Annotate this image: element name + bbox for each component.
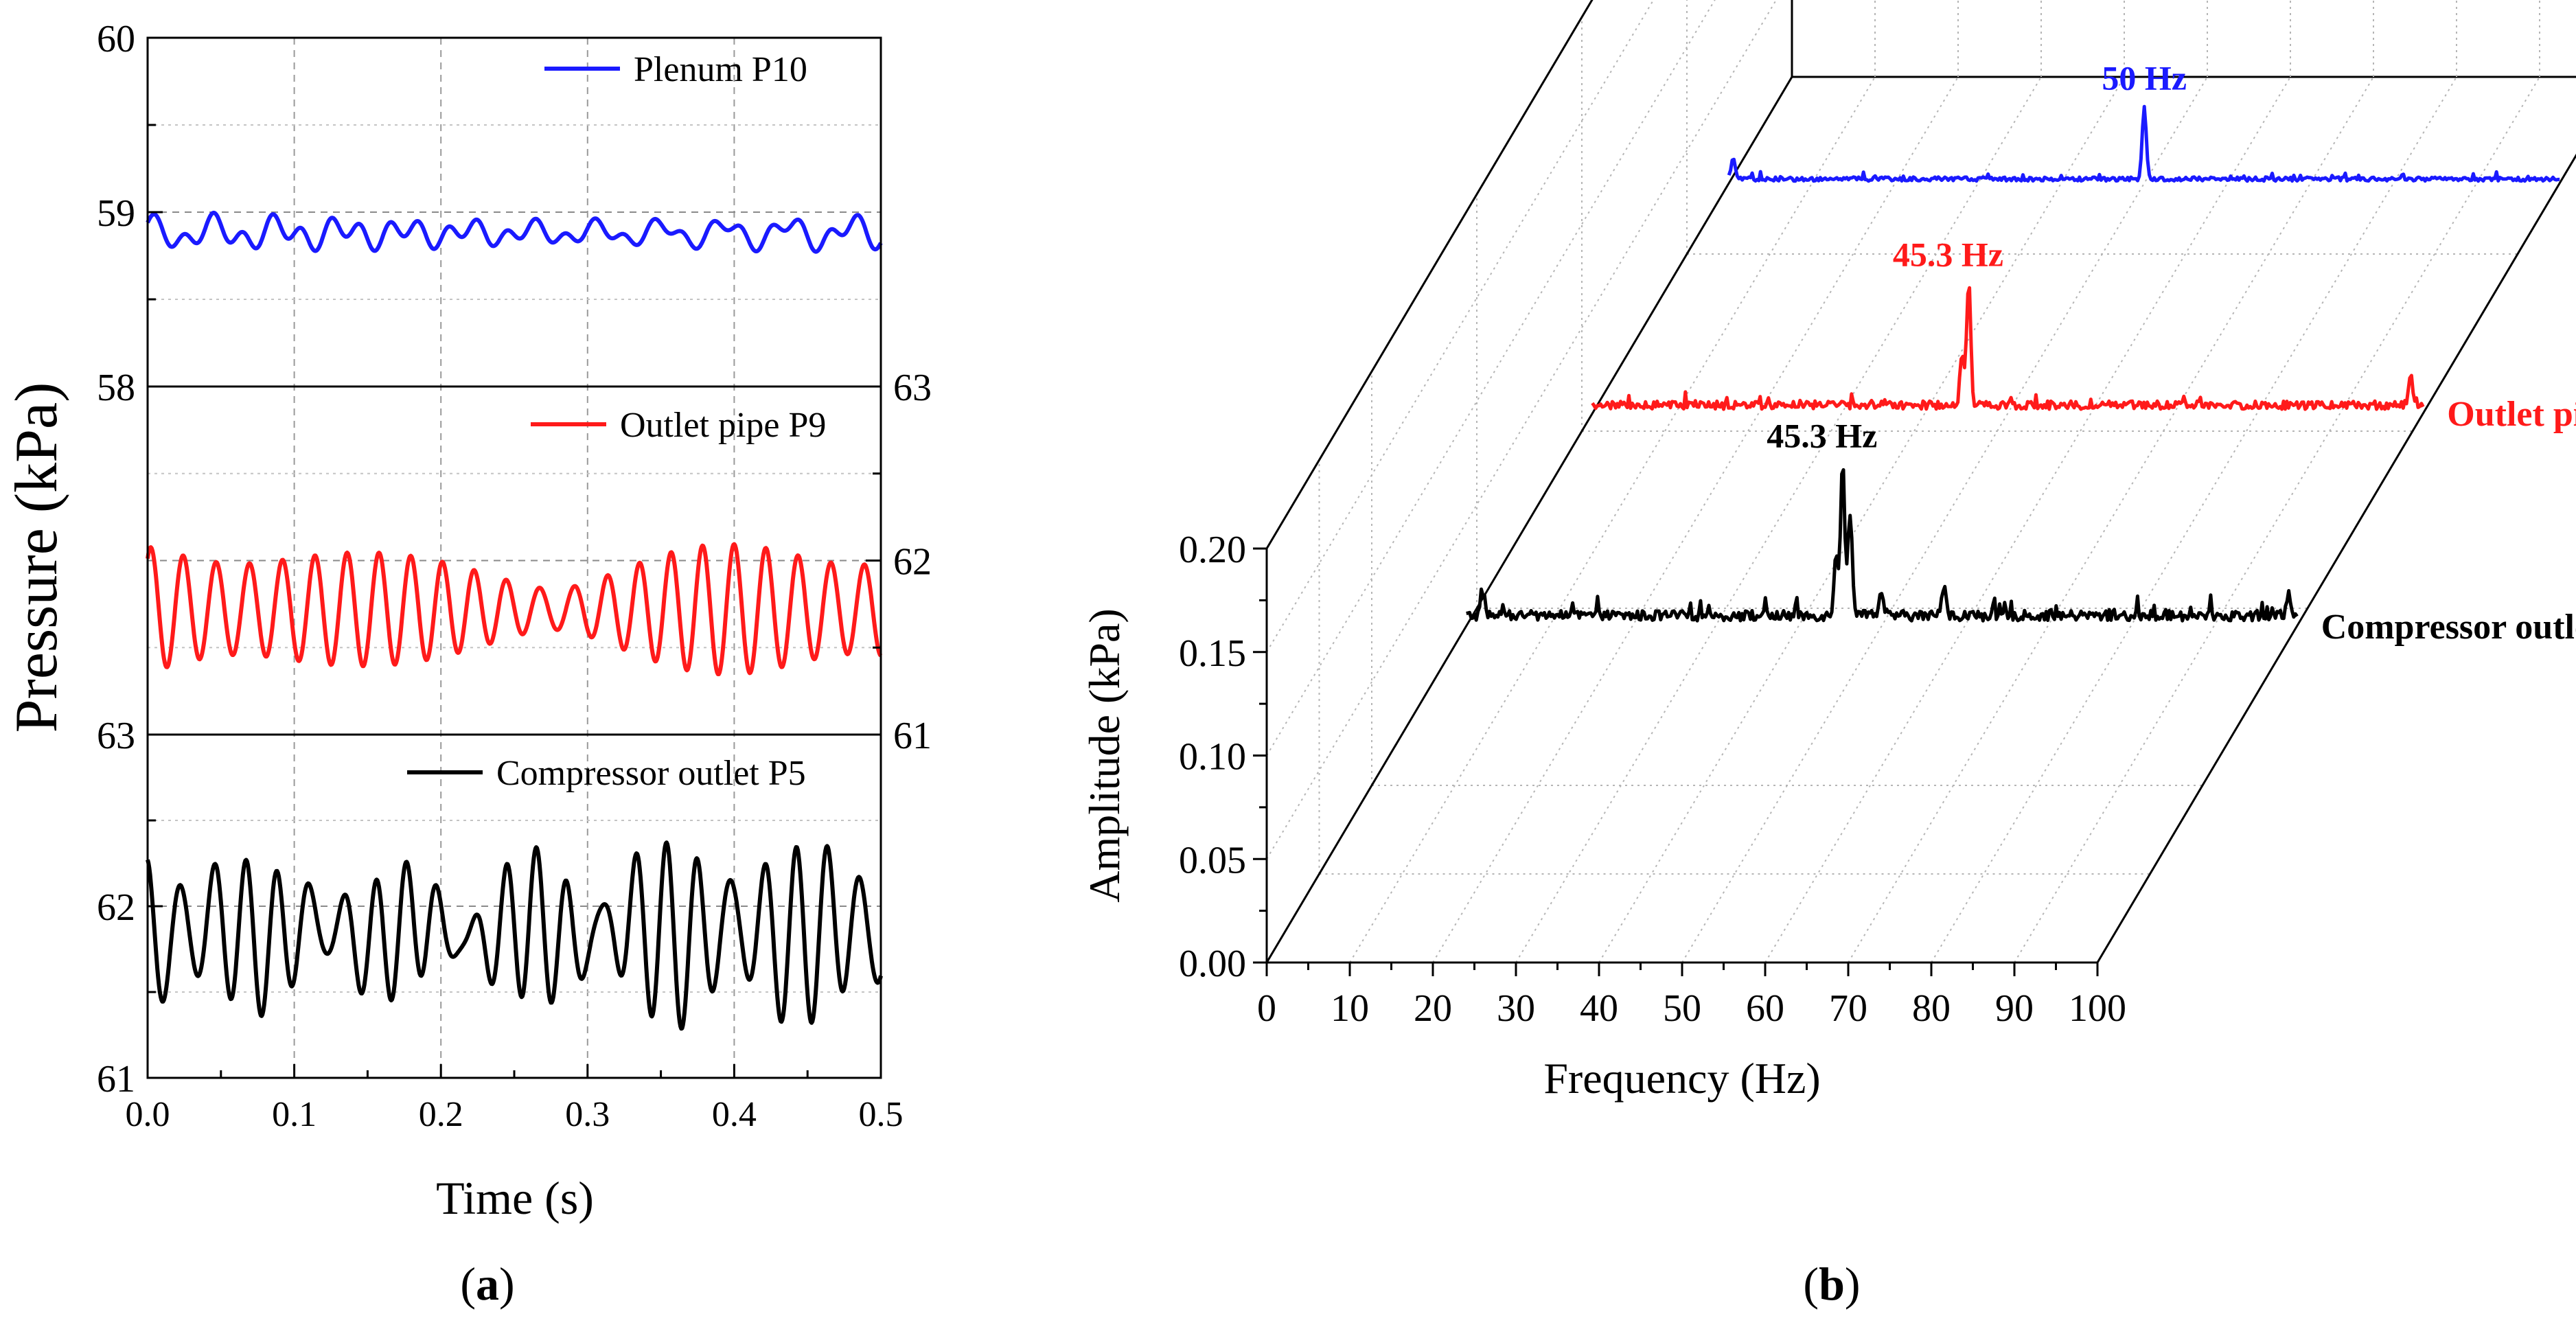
panel-label-letter: b — [1819, 1258, 1845, 1310]
series-line — [146, 210, 883, 254]
x-tick-label: 0.0 — [126, 1095, 170, 1134]
floor-gridline — [1764, 76, 2291, 963]
panel-label-paren-open: ( — [1803, 1258, 1819, 1310]
x-tick-label: 40 — [1580, 987, 1618, 1030]
y-tick-label: 60 — [97, 18, 135, 60]
floor-gridline — [1515, 76, 2042, 963]
spectrum-line — [1591, 286, 2425, 411]
x-tick-label: 0.1 — [272, 1095, 317, 1134]
panel-label: (a) — [460, 1258, 514, 1310]
y-tick-label: 58 — [97, 367, 135, 409]
legend-label: Outlet pipe P9 — [620, 406, 826, 445]
spectrum-line — [1466, 468, 2299, 623]
spectrum-1: 45.3 Hz Compressor outlet P5 — [1466, 417, 2576, 647]
floor-gridline — [2014, 76, 2540, 963]
floor-gridline — [1598, 76, 2125, 963]
y-tick-label: 63 — [893, 367, 932, 409]
series-line — [146, 542, 883, 676]
x-tick-label: 60 — [1746, 987, 1784, 1030]
y-tick-label: 0.05 — [1179, 839, 1246, 882]
x-tick-label: 0 — [1257, 987, 1276, 1030]
wall-gridline — [1266, 0, 1655, 653]
floor-gridline — [1432, 76, 1959, 963]
peak-label: 50 Hz — [2102, 58, 2187, 97]
y-tick-label: 0.15 — [1179, 632, 1246, 675]
y-tick-label: 62 — [97, 886, 135, 929]
panel-label-paren-close: ) — [499, 1258, 515, 1310]
x-tick-label: 50 — [1663, 987, 1701, 1030]
x-tick-label: 100 — [2069, 987, 2126, 1030]
series-label: Outlet pipe P9 — [2447, 395, 2576, 434]
subplot-3: 62 61 Compressor outlet P5 — [97, 733, 883, 1101]
floor-gridline — [1681, 76, 2208, 963]
series-line — [146, 840, 883, 1031]
x-axis-title: Time (s) — [436, 1172, 594, 1224]
box-edge — [1265, 76, 1793, 963]
peak-label: 45.3 Hz — [1893, 235, 2003, 273]
x-axis-title: Frequency (Hz) — [1543, 1054, 1820, 1103]
y-tick-label: 0.10 — [1179, 736, 1246, 779]
spectrum-line — [1727, 104, 2560, 183]
y-tick-label: 62 — [893, 541, 932, 584]
peak-label: 45.3 Hz — [1767, 417, 1877, 455]
box-edge — [2096, 153, 2576, 963]
panel-label-paren-open: ( — [460, 1258, 476, 1310]
series-label: Compressor outlet P5 — [2321, 608, 2576, 647]
x-tick-label: 0.4 — [712, 1095, 757, 1134]
wall-gridline — [1266, 0, 1716, 757]
y-axis-title: Amplitude (kPa) — [1080, 608, 1129, 902]
x-tick-label: 0.5 — [859, 1095, 904, 1134]
x-tick-label: 90 — [1995, 987, 2034, 1030]
plot-frame — [146, 36, 882, 1079]
panel-label: (b) — [1803, 1258, 1860, 1310]
subplot-2: 63 62 61 63 Outlet pipe P9 — [97, 367, 932, 757]
x-tick-label: 80 — [1912, 987, 1951, 1030]
floor-gridline — [2097, 154, 2576, 963]
floor-gridline — [1848, 76, 2374, 963]
legend-label: Plenum P10 — [634, 50, 807, 89]
x-tick-label: 30 — [1497, 987, 1535, 1030]
floor-gridline — [1931, 76, 2457, 963]
subplot-1: 60 59 58 Plenum P10 — [97, 18, 883, 409]
floor-gridline — [1349, 76, 1876, 963]
legend-label: Compressor outlet P5 — [496, 754, 806, 793]
box-edge — [1265, 0, 1594, 549]
x-tick-label: 70 — [1829, 987, 1867, 1030]
y-axis-title: Pressure (kPa) — [3, 382, 70, 733]
x-tick-label: 20 — [1414, 987, 1452, 1030]
y-tick-label: 61 — [893, 715, 932, 757]
y-tick-label: 0.20 — [1179, 529, 1246, 571]
y-tick-label: 0.00 — [1179, 943, 1246, 985]
y-tick-label: 63 — [97, 715, 135, 757]
y-tick-label: 59 — [97, 192, 135, 235]
x-tick-label: 0.2 — [419, 1095, 463, 1134]
panel-b: 0.00 0.05 0.10 0.15 0.20 0 10 20 30 40 50 60 70 80 90 1… — [1080, 0, 2576, 1310]
panel-label-letter: a — [476, 1258, 499, 1310]
panel-a: 60 59 58 Plenum P10 63 62 61 63 Outlet pipe P9 62… — [3, 18, 932, 1310]
panel-label-paren-close: ) — [1845, 1258, 1861, 1310]
y-tick-label: 61 — [97, 1058, 135, 1101]
x-tick-label: 10 — [1331, 987, 1369, 1030]
spectrum-2: 45.3 Hz Outlet pipe P9 — [1591, 235, 2576, 434]
x-tick-label: 0.3 — [565, 1095, 610, 1134]
spectrum-3: 50 HzPlenum P10 — [1727, 58, 2560, 183]
wall-gridline — [1266, 0, 1778, 860]
